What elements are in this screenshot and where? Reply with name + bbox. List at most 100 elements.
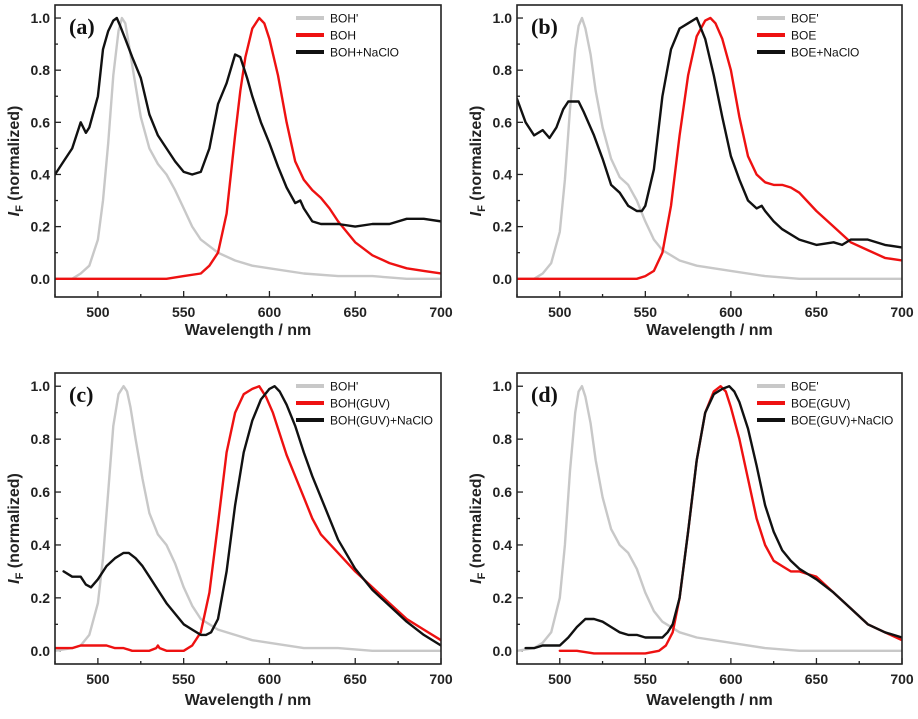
y-axis-title: IF (normalized): [6, 473, 26, 584]
y-tick-label: 0.4: [31, 166, 51, 182]
legend-label: BOE': [791, 12, 819, 26]
y-tick-label: 0.8: [493, 62, 513, 78]
x-tick-label-500: 500: [548, 304, 572, 320]
y-tick-label: 0.4: [493, 166, 513, 182]
x-tick-label-700: 700: [429, 304, 453, 320]
y-axis-subscript: F: [14, 205, 26, 212]
y-axis-unit: (normalized): [6, 106, 23, 206]
y-tick-label: 0.0: [493, 271, 513, 287]
series-line-boh-naclo: [55, 16, 441, 228]
y-tick-label: 0.2: [493, 590, 513, 606]
panel-d: 500 550 600 650 700 0.0 0.2 0.4 0.6 0.8 1.0 (d) BOE'…: [468, 372, 914, 709]
legend-label: BOE(GUV)+NaClO: [791, 414, 893, 428]
legend-label: BOE+NaClO: [791, 46, 859, 60]
x-axis-title: Wavelength / nm: [185, 692, 312, 709]
y-axis-unit: (normalized): [468, 473, 485, 573]
y-tick-label: 0.4: [493, 537, 513, 553]
series-line-boh-guv-naclo: [62, 385, 441, 647]
series-line-boh: [55, 16, 441, 280]
series-line-boh: [55, 385, 441, 652]
x-tick-label-550: 550: [634, 304, 658, 320]
series-line-boh: [55, 16, 441, 280]
series-line-boe-guv: [558, 385, 902, 655]
x-tick-label-500: 500: [86, 304, 110, 320]
y-axis-unit: (normalized): [6, 473, 23, 573]
legend-label: BOH(GUV)+NaClO: [330, 414, 433, 428]
y-tick-label: 0.6: [493, 484, 513, 500]
legend-label: BOE: [791, 29, 816, 43]
y-axis-unit: (normalized): [468, 106, 485, 206]
x-tick-label-500: 500: [548, 671, 572, 687]
y-tick-label: 0.2: [31, 219, 51, 235]
y-axis-title: IF (normalized): [468, 106, 488, 217]
y-tick-label: 0.6: [31, 484, 51, 500]
x-tick-label-550: 550: [634, 671, 658, 687]
x-tick-label-600: 600: [719, 671, 743, 687]
legend-label: BOE(GUV): [791, 397, 850, 411]
y-axis-title: IF (normalized): [6, 106, 26, 217]
panel-label-b: (b): [531, 14, 558, 39]
panel-b: 500 550 600 650 700 0.0 0.2 0.4 0.6 0.8 1.0 (b) BOE'…: [468, 4, 914, 339]
x-tick-label-500: 500: [86, 671, 110, 687]
panel-c: 500 550 600 650 700 0.0 0.2 0.4 0.6 0.8 1.0 (c) BOH'…: [6, 372, 453, 709]
y-tick-label: 0.2: [493, 219, 513, 235]
x-tick-label-600: 600: [258, 671, 282, 687]
series-group: [55, 385, 441, 652]
x-tick-label-650: 650: [805, 671, 829, 687]
y-tick-label: 1.0: [493, 10, 513, 26]
legend-label: BOH(GUV): [330, 397, 390, 411]
x-tick-label-700: 700: [890, 304, 914, 320]
x-axis-title: Wavelength / nm: [646, 322, 773, 339]
legend-label: BOH': [330, 380, 358, 394]
y-tick-label: 0.0: [31, 271, 51, 287]
legend-label: BOH': [330, 12, 358, 26]
series-line-boe-guv-naclo: [524, 385, 902, 650]
series-group: [517, 16, 902, 280]
y-axis-symbol: I: [6, 211, 23, 216]
y-tick-label: 0.8: [31, 431, 51, 447]
series-group: [55, 16, 441, 280]
x-tick-label-700: 700: [890, 671, 914, 687]
x-tick-label-550: 550: [172, 304, 196, 320]
x-tick-label-700: 700: [429, 671, 453, 687]
y-axis-subscript: F: [14, 572, 26, 579]
x-tick-label-650: 650: [344, 671, 368, 687]
y-axis-symbol: I: [468, 579, 485, 584]
series-line-boe: [517, 16, 902, 280]
y-tick-label: 0.8: [31, 62, 51, 78]
y-tick-label: 0.0: [493, 643, 513, 659]
y-axis-title: IF (normalized): [468, 473, 488, 584]
x-tick-label-550: 550: [172, 671, 196, 687]
x-axis-title: Wavelength / nm: [646, 692, 773, 709]
y-tick-label: 0.8: [493, 431, 513, 447]
series-line-boe: [517, 385, 902, 652]
y-axis-symbol: I: [6, 579, 23, 584]
series-line-boe: [517, 16, 902, 280]
series-line-boe-naclo: [517, 16, 902, 249]
panel-label-c: (c): [69, 382, 93, 407]
y-axis-subscript: F: [476, 572, 488, 579]
y-tick-label: 0.6: [31, 114, 51, 130]
x-tick-label-650: 650: [344, 304, 368, 320]
y-tick-label: 1.0: [31, 10, 51, 26]
x-tick-label-600: 600: [719, 304, 743, 320]
plot-frame: [516, 4, 903, 298]
y-tick-label: 1.0: [493, 378, 513, 394]
x-tick-label-600: 600: [258, 304, 282, 320]
series-line-boh-guv: [55, 385, 441, 652]
legend-label: BOE': [791, 380, 819, 394]
plot-frame: [54, 372, 442, 665]
y-axis-subscript: F: [476, 205, 488, 212]
y-tick-label: 1.0: [31, 378, 51, 394]
x-tick-label-650: 650: [805, 304, 829, 320]
panel-label-a: (a): [69, 14, 95, 39]
legend-label: BOH: [330, 29, 356, 43]
y-tick-label: 0.6: [493, 114, 513, 130]
legend-label: BOH+NaClO: [330, 46, 399, 60]
panel-label-d: (d): [531, 382, 558, 407]
plot-frame: [516, 372, 903, 665]
y-tick-label: 0.2: [31, 590, 51, 606]
y-tick-label: 0.0: [31, 643, 51, 659]
plot-frame: [54, 4, 442, 298]
